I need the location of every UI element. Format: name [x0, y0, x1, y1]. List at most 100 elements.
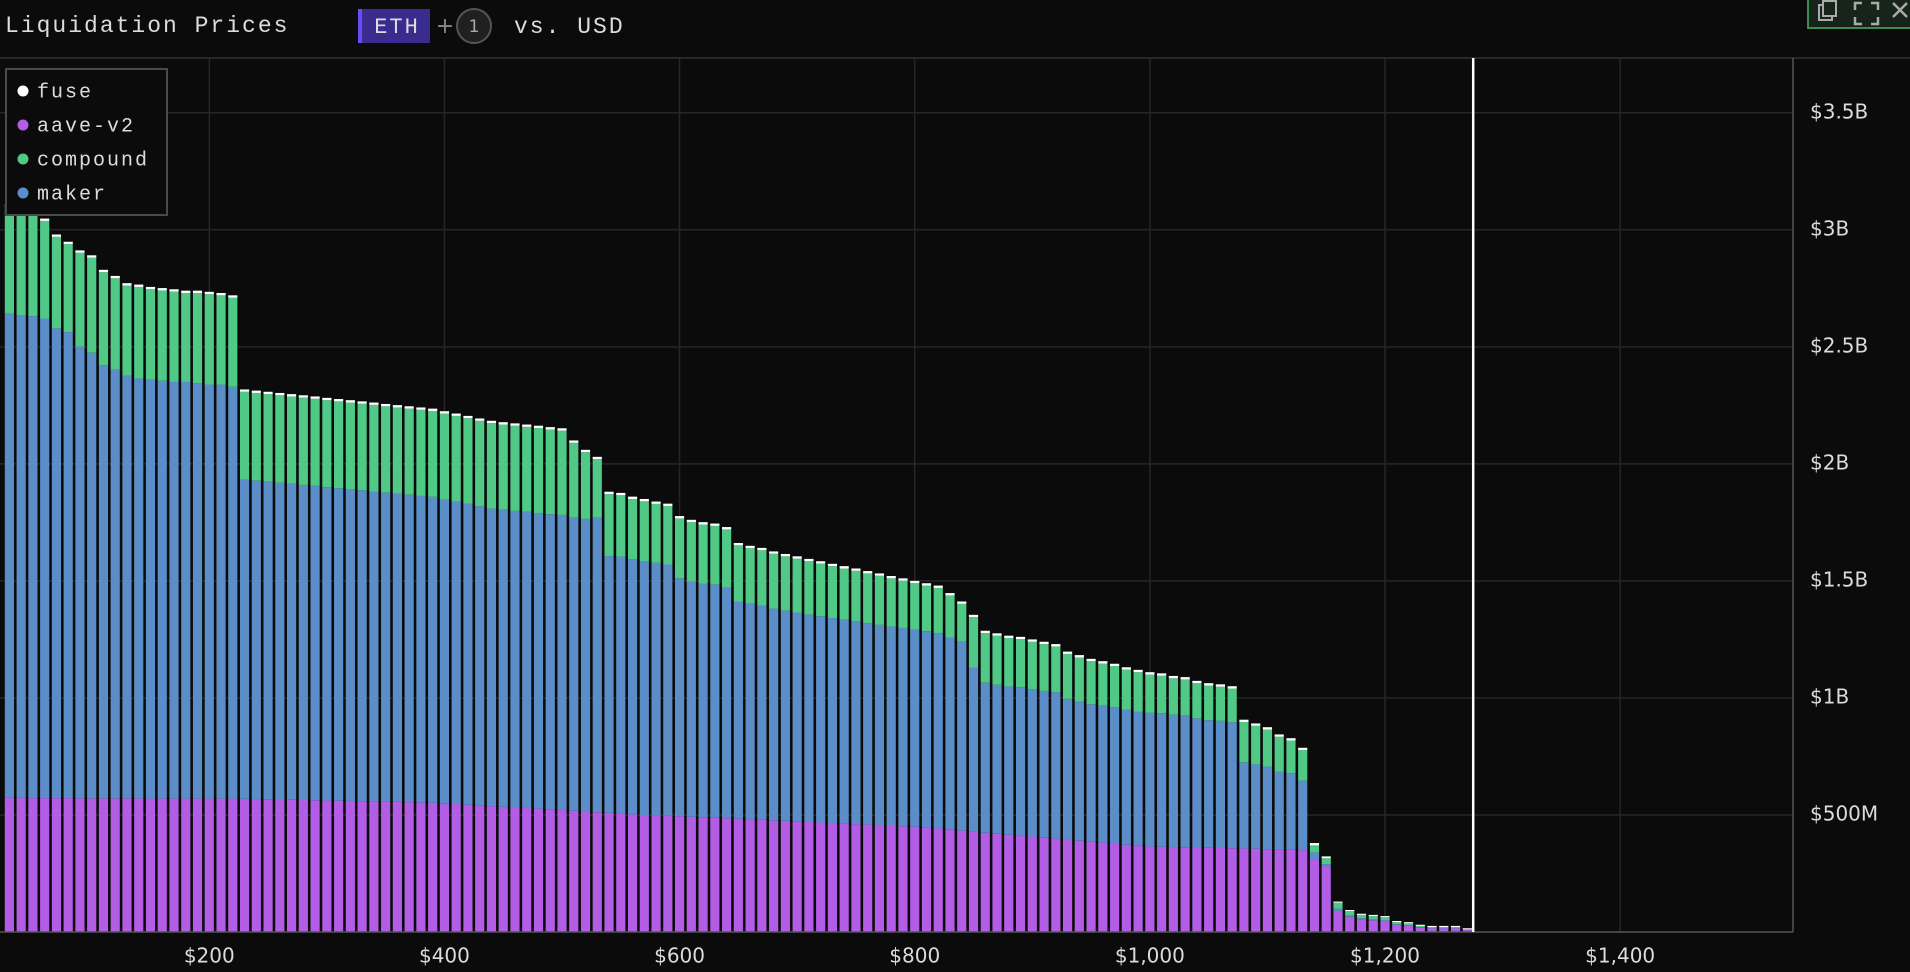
bar-segment — [1027, 639, 1037, 642]
bar-segment — [580, 518, 591, 812]
bar-segment — [251, 799, 261, 932]
bar-segment — [1074, 701, 1084, 841]
bar-segment — [286, 394, 297, 397]
bar-segment — [463, 418, 473, 504]
bar-segment — [769, 820, 779, 932]
bar-segment — [722, 818, 732, 932]
bar-segment — [533, 425, 544, 429]
close-button[interactable] — [1892, 2, 1908, 18]
bar-segment — [98, 365, 109, 799]
bar-segment — [157, 290, 167, 381]
bar-segment — [1086, 658, 1096, 662]
bar-segment — [28, 316, 38, 799]
bar-segment — [1180, 679, 1190, 716]
bar-segment — [251, 392, 261, 481]
bar-segment — [334, 488, 344, 801]
bar-segment — [334, 399, 344, 402]
bar-segment — [322, 800, 332, 932]
bar-segment — [169, 798, 179, 932]
add-asset[interactable]: + — [436, 14, 454, 39]
bar-segment — [921, 827, 932, 932]
bar-segment — [1133, 845, 1143, 932]
bar-segment — [686, 522, 696, 582]
bar-segment — [580, 449, 591, 453]
bar-segment — [381, 801, 391, 932]
bar-segment — [651, 503, 661, 563]
bar-segment — [228, 297, 238, 387]
extra-assets-circle — [456, 8, 492, 44]
bar-segment — [874, 573, 885, 576]
bar-segment — [1110, 666, 1120, 708]
bar-segment — [804, 614, 814, 822]
bar-segment — [1392, 924, 1402, 932]
bar-segment — [1004, 834, 1014, 932]
bar-segment — [181, 798, 191, 932]
asset-badge[interactable]: ETH — [358, 9, 430, 43]
bar-segment — [451, 413, 461, 416]
bar-segment — [545, 429, 555, 515]
bar-segment — [980, 682, 990, 833]
bar-segment — [298, 799, 308, 932]
bar-segment — [580, 452, 591, 519]
bar-segment — [228, 386, 238, 799]
bar-segment — [275, 395, 285, 483]
bar-segment — [40, 220, 50, 319]
bar-segment — [1439, 928, 1449, 932]
bar-segment — [416, 495, 426, 803]
copy-button[interactable] — [1818, 0, 1837, 21]
bar-segment — [757, 605, 767, 820]
bar-segment — [816, 822, 826, 932]
bar-segment — [369, 491, 379, 802]
bar-segment — [1192, 680, 1202, 684]
bar-segment — [1227, 686, 1237, 689]
bar-segment — [710, 525, 720, 585]
bar-segment — [87, 798, 97, 932]
bar-segment — [1074, 655, 1084, 658]
bar-segment — [968, 667, 979, 832]
bar-segment — [404, 408, 414, 495]
bar-segment — [1133, 669, 1143, 673]
bar-segment — [1239, 722, 1249, 763]
bar-segment — [1321, 858, 1331, 865]
bar-segment — [1227, 688, 1237, 723]
bar-segment — [310, 485, 320, 801]
bar-segment — [439, 411, 450, 414]
bar-segment — [216, 295, 226, 385]
expand-button[interactable] — [1853, 1, 1880, 26]
bar-segment — [1274, 736, 1284, 772]
bar-segment — [957, 641, 967, 831]
bar-segment — [533, 513, 544, 809]
bar-segment — [1333, 902, 1343, 909]
legend-swatch — [17, 85, 29, 97]
bar-segment — [910, 826, 920, 932]
bar-segment — [722, 529, 732, 588]
bar-segment — [98, 269, 109, 273]
bar-segment — [745, 548, 755, 604]
bar-segment — [110, 278, 120, 370]
bar-segment — [569, 517, 579, 811]
bar-segment — [475, 506, 485, 806]
bar-segment — [1356, 913, 1367, 915]
window-controls — [1807, 0, 1910, 29]
bar-segment — [1004, 635, 1014, 639]
bar-segment — [1345, 909, 1355, 912]
bar-segment — [639, 814, 649, 932]
bar-segment — [557, 810, 567, 932]
bar-segment — [1368, 916, 1378, 920]
bar-segment — [1157, 675, 1167, 714]
x-tick-label: $200 — [184, 944, 235, 968]
extra-assets-badge[interactable]: 1 — [456, 8, 492, 44]
bar-segment — [486, 806, 497, 932]
bar-segment — [1251, 764, 1261, 849]
bar-segment — [1298, 780, 1308, 851]
bar-segment — [216, 293, 226, 296]
bar-segment — [134, 798, 144, 932]
bar-segment — [651, 501, 661, 504]
bar-segment — [51, 234, 62, 237]
bar-segment — [98, 272, 109, 366]
legend-label: aave-v2 — [37, 115, 135, 138]
bar-segment — [157, 798, 167, 932]
bar-segment — [1309, 845, 1320, 853]
y-tick-label: $2.5B — [1810, 333, 1868, 357]
